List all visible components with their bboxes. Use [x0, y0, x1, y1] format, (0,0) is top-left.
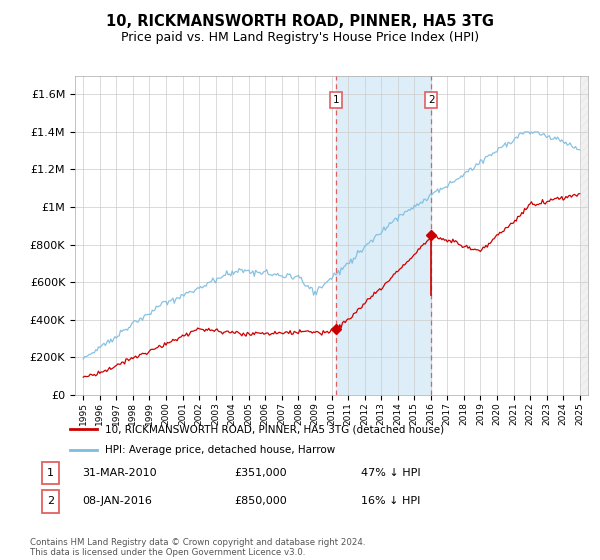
Text: Price paid vs. HM Land Registry's House Price Index (HPI): Price paid vs. HM Land Registry's House … — [121, 31, 479, 44]
Bar — [580, 76, 588, 395]
Text: 2: 2 — [428, 95, 434, 105]
Text: 16% ↓ HPI: 16% ↓ HPI — [361, 496, 421, 506]
FancyBboxPatch shape — [41, 462, 59, 484]
Text: 1: 1 — [332, 95, 339, 105]
Text: HPI: Average price, detached house, Harrow: HPI: Average price, detached house, Harr… — [105, 445, 335, 455]
Text: 08-JAN-2016: 08-JAN-2016 — [82, 496, 152, 506]
Text: 31-MAR-2010: 31-MAR-2010 — [82, 468, 157, 478]
Text: £850,000: £850,000 — [234, 496, 287, 506]
Text: Contains HM Land Registry data © Crown copyright and database right 2024.
This d: Contains HM Land Registry data © Crown c… — [30, 538, 365, 557]
Text: £351,000: £351,000 — [234, 468, 287, 478]
Bar — [335, 76, 431, 395]
Text: 1: 1 — [47, 468, 54, 478]
FancyBboxPatch shape — [41, 490, 59, 512]
Text: 47% ↓ HPI: 47% ↓ HPI — [361, 468, 421, 478]
Text: 10, RICKMANSWORTH ROAD, PINNER, HA5 3TG (detached house): 10, RICKMANSWORTH ROAD, PINNER, HA5 3TG … — [105, 424, 444, 435]
Text: 10, RICKMANSWORTH ROAD, PINNER, HA5 3TG: 10, RICKMANSWORTH ROAD, PINNER, HA5 3TG — [106, 14, 494, 29]
Text: 2: 2 — [47, 496, 54, 506]
